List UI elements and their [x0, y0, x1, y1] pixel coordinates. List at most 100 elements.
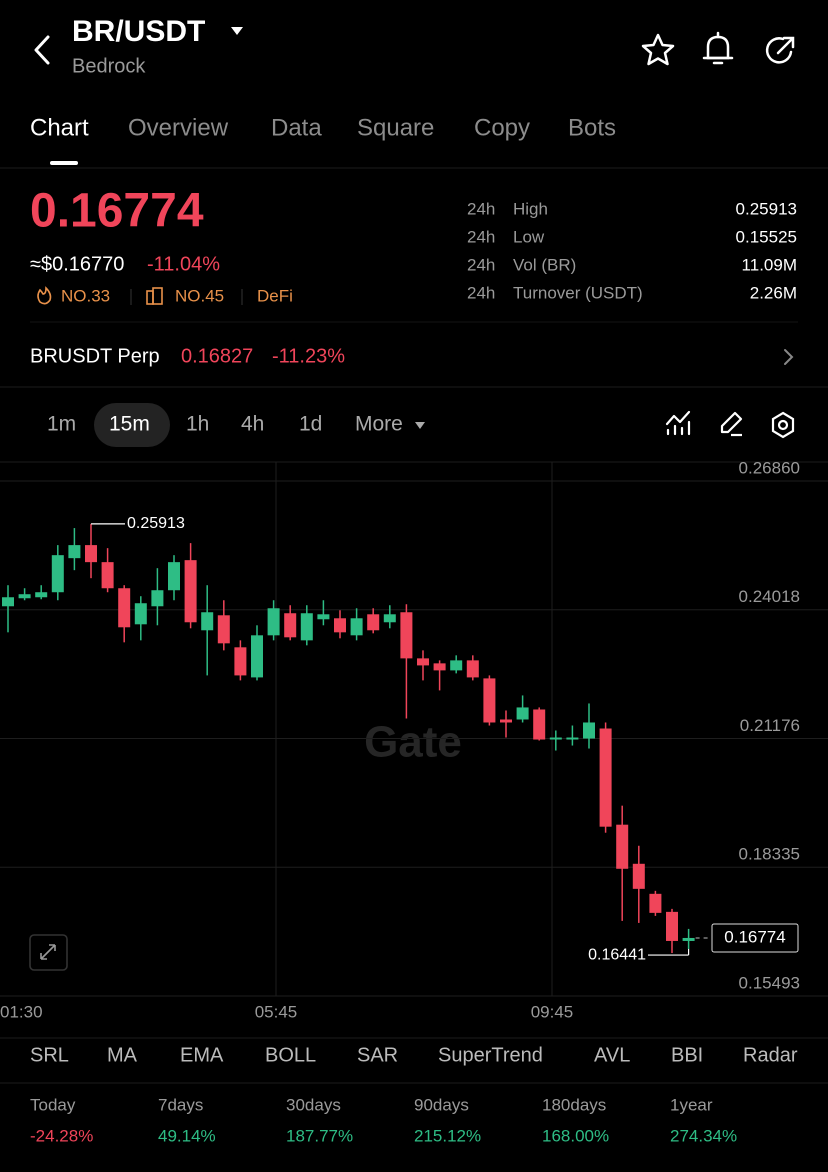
candle-body [400, 612, 413, 659]
candle-body [483, 678, 496, 723]
stat-period: 24h [467, 283, 495, 302]
candle-body [599, 728, 612, 827]
badge: NO.33 [61, 286, 110, 305]
interval-selected [94, 403, 170, 447]
interval[interactable]: 15m [109, 413, 150, 436]
candle-body [217, 615, 230, 644]
stat-label: Vol (BR) [513, 255, 576, 274]
favorite-icon[interactable] [641, 33, 675, 66]
tab[interactable]: Bots [568, 114, 616, 141]
x-tick-label: 01:30 [0, 1002, 43, 1021]
tab[interactable]: Copy [474, 114, 530, 141]
candle-body [51, 555, 64, 593]
performance-period: 7days [158, 1095, 203, 1114]
stat-label: High [513, 199, 548, 218]
candle-body [317, 614, 330, 620]
share-icon[interactable] [765, 36, 795, 64]
perp-price: 0.16827 [181, 345, 253, 367]
candle-body [350, 618, 363, 636]
pair-dropdown[interactable] [231, 27, 243, 35]
tab-indicator [50, 161, 78, 165]
interval[interactable]: 4h [241, 413, 264, 436]
stat-value: 0.25913 [736, 199, 797, 218]
indicator[interactable]: AVL [594, 1044, 630, 1066]
performance-period: Today [30, 1095, 76, 1114]
perp-chevron[interactable] [784, 349, 794, 365]
indicator[interactable]: BOLL [265, 1044, 316, 1066]
candle-body [2, 597, 14, 607]
candle-body [583, 722, 595, 739]
candle-body [632, 863, 645, 889]
stat-value: 2.26M [750, 283, 797, 302]
candle-body [334, 618, 346, 633]
candle-body [433, 663, 446, 671]
stat-period: 24h [467, 255, 495, 274]
indicator[interactable]: MA [107, 1044, 138, 1066]
y-tick-label: 0.18335 [739, 845, 800, 864]
candle-body [417, 658, 429, 666]
indicator[interactable]: SuperTrend [438, 1044, 543, 1066]
stat-label: Low [513, 227, 545, 246]
x-tick-label: 09:45 [531, 1002, 574, 1021]
performance-change: -24.28% [30, 1126, 93, 1145]
performance-period: 1year [670, 1095, 713, 1114]
tab[interactable]: Square [357, 114, 434, 141]
low-label: 0.16441 [588, 946, 646, 963]
fullscreen-button[interactable] [29, 934, 68, 971]
chart-area: Gate 0.26860 0.24018 0.21176 0.18335 0.15493 0… [0, 458, 828, 1021]
performance-period: 180days [542, 1095, 606, 1114]
indicator[interactable]: SRL [30, 1044, 69, 1066]
y-tick-label: 0.24018 [739, 587, 800, 606]
indicator[interactable]: Radar [743, 1044, 798, 1066]
candle-body [533, 709, 546, 740]
candle-body [383, 614, 396, 623]
interval[interactable]: 1m [47, 413, 76, 436]
indicator[interactable]: BBI [671, 1044, 703, 1066]
candle-body [284, 613, 297, 638]
interval[interactable]: More [355, 413, 403, 436]
settings-tool[interactable] [771, 411, 795, 439]
candle-body [101, 562, 114, 589]
performance-change: 215.12% [414, 1126, 481, 1145]
candle-body [616, 824, 629, 869]
candle-body [151, 590, 164, 607]
tab[interactable]: Data [271, 114, 322, 141]
indicator[interactable]: EMA [180, 1044, 224, 1066]
candle-body [267, 608, 280, 636]
candle-body [367, 614, 380, 631]
high-label: 0.25913 [127, 515, 185, 532]
candle-body [500, 719, 512, 723]
stat-value: 11.09M [742, 255, 797, 274]
interval[interactable]: 1h [186, 413, 209, 436]
candle-body [168, 562, 180, 591]
candle-body [450, 660, 463, 671]
indicator[interactable]: SAR [357, 1044, 398, 1066]
interval[interactable]: 1d [299, 413, 322, 436]
candle-body [566, 737, 579, 740]
alert-icon[interactable] [702, 31, 734, 65]
stat-period: 24h [467, 227, 495, 246]
indicator-tool[interactable] [665, 410, 691, 436]
tab[interactable]: Chart [30, 114, 89, 141]
y-tick-label: 0.26860 [739, 458, 800, 477]
pair-title: BR/USDT [72, 15, 205, 48]
performance-change: 274.34% [670, 1126, 737, 1145]
badge: NO.45 [175, 286, 224, 305]
performance-change: 49.14% [158, 1126, 216, 1145]
candle-body [234, 647, 247, 676]
back-button[interactable] [34, 35, 50, 65]
tab[interactable]: Overview [128, 114, 229, 141]
perp-name[interactable]: BRUSDT Perp [30, 345, 160, 367]
pair-subtitle: Bedrock [72, 55, 146, 77]
performance-period: 30days [286, 1095, 341, 1114]
draw-tool[interactable] [720, 411, 743, 437]
more-dropdown[interactable] [415, 422, 425, 429]
candle-body [251, 635, 263, 678]
y-tick-label: 0.21176 [740, 716, 800, 735]
candle-body [666, 911, 678, 941]
candle-body [118, 588, 131, 628]
candle-body [466, 660, 479, 678]
y-tick-label: 0.15493 [739, 973, 800, 992]
